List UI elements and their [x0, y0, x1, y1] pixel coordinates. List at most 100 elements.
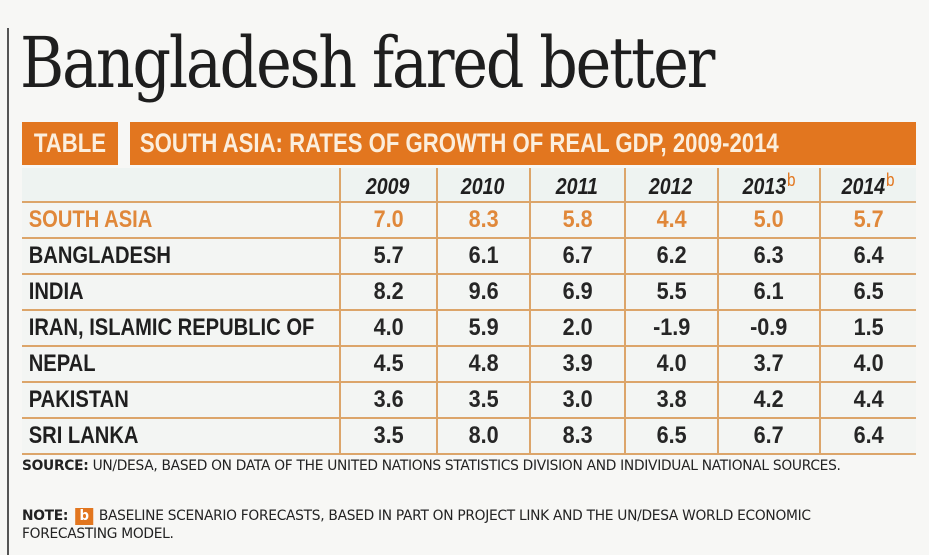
table-row: IRAN, ISLAMIC REPUBLIC OF 4.0 5.9 2.0 -1.9 -0… — [22, 310, 916, 347]
growth-value-cell: 4.0 — [819, 346, 916, 383]
country-cell: SRI LANKA — [22, 418, 340, 455]
year-label: 2009 — [366, 172, 410, 199]
growth-value: 4.0 — [853, 350, 884, 377]
country-cell: SOUTH ASIA — [22, 202, 340, 239]
growth-value-cell: 6.7 — [529, 238, 625, 275]
table-row: SRI LANKA 3.5 8.0 8.3 6.5 6.7 6.4 — [22, 418, 916, 455]
country-cell: INDIA — [22, 274, 340, 311]
year-label: 2010 — [461, 172, 505, 199]
growth-value-cell: 6.1 — [436, 238, 530, 275]
growth-value: -0.9 — [750, 314, 788, 341]
footnote: NOTE: b BASELINE SCENARIO FORECASTS, BASE… — [22, 507, 902, 543]
growth-value-cell: 1.5 — [819, 310, 916, 347]
growth-value: 3.5 — [468, 386, 499, 413]
growth-value-cell: 6.5 — [819, 274, 916, 311]
growth-value-cell: 4.4 — [819, 382, 916, 419]
country-name: SOUTH ASIA — [28, 206, 153, 233]
country-name: IRAN, ISLAMIC REPUBLIC OF — [28, 314, 315, 341]
growth-value: 6.1 — [753, 278, 785, 305]
table-title-box: SOUTH ASIA: RATES OF GROWTH OF REAL GDP,… — [130, 122, 916, 165]
country-name: BANGLADESH — [28, 242, 171, 269]
country-name: SRI LANKA — [28, 422, 139, 449]
growth-value: 5.9 — [468, 314, 499, 341]
growth-value-cell: 6.9 — [529, 274, 625, 311]
growth-value-cell: 4.0 — [339, 310, 437, 347]
growth-value: 5.8 — [562, 206, 593, 233]
growth-value-cell: -0.9 — [717, 310, 820, 347]
growth-value: 6.1 — [468, 242, 499, 269]
growth-value: 3.7 — [753, 350, 785, 377]
header-row: 2009 2010 2011 2012 2013b 2014b — [22, 168, 916, 203]
year-header: 2013b — [717, 168, 820, 203]
growth-value: 3.0 — [562, 386, 593, 413]
growth-value: 6.4 — [853, 422, 884, 449]
growth-value-cell: 4.4 — [624, 202, 718, 239]
year-header: 2012 — [624, 168, 718, 203]
growth-value-cell: 6.2 — [624, 238, 718, 275]
country-name: PAKISTAN — [28, 386, 129, 413]
country-cell: BANGLADESH — [22, 238, 340, 275]
growth-value-cell: 8.2 — [339, 274, 437, 311]
growth-value-cell: 7.0 — [339, 202, 437, 239]
growth-value: 5.0 — [753, 206, 785, 233]
left-margin-rule — [7, 28, 9, 555]
growth-value: 2.0 — [562, 314, 593, 341]
growth-value: 8.3 — [468, 206, 499, 233]
growth-value: 4.0 — [373, 314, 404, 341]
growth-value-cell: 6.4 — [819, 418, 916, 455]
growth-value: 3.6 — [373, 386, 404, 413]
growth-value-cell: 6.1 — [717, 274, 820, 311]
country-cell: NEPAL — [22, 346, 340, 383]
growth-value: 8.2 — [373, 278, 404, 305]
country-name: INDIA — [28, 278, 84, 305]
growth-value-cell: 4.8 — [436, 346, 530, 383]
growth-value: -1.9 — [652, 314, 691, 341]
growth-value-cell: 8.3 — [436, 202, 530, 239]
growth-value: 6.7 — [753, 422, 785, 449]
growth-value-cell: -1.9 — [624, 310, 718, 347]
growth-value-cell: 6.5 — [624, 418, 718, 455]
growth-value-cell: 4.0 — [624, 346, 718, 383]
growth-value: 7.0 — [373, 206, 404, 233]
growth-value-cell: 5.9 — [436, 310, 530, 347]
year-label: 2012 — [649, 172, 693, 199]
growth-value-cell: 3.9 — [529, 346, 625, 383]
growth-value: 4.4 — [656, 206, 687, 233]
growth-value-cell: 8.3 — [529, 418, 625, 455]
growth-value: 4.0 — [656, 350, 687, 377]
growth-value: 3.5 — [373, 422, 404, 449]
growth-value: 9.6 — [468, 278, 499, 305]
growth-value-cell: 6.3 — [717, 238, 820, 275]
note-text: BASELINE SCENARIO FORECASTS, BASED IN PA… — [22, 508, 811, 542]
growth-value-cell: 4.2 — [717, 382, 820, 419]
growth-value-cell: 6.4 — [819, 238, 916, 275]
growth-value-cell: 3.0 — [529, 382, 625, 419]
note-label: NOTE: — [22, 508, 69, 524]
growth-value-cell: 3.6 — [339, 382, 437, 419]
table-label-box: TABLE — [22, 122, 118, 165]
growth-value: 6.3 — [753, 242, 785, 269]
growth-value: 1.5 — [853, 314, 884, 341]
growth-value-cell: 4.5 — [339, 346, 437, 383]
table-row: INDIA 8.2 9.6 6.9 5.5 6.1 6.5 — [22, 274, 916, 311]
source-text: UN/DESA, BASED ON DATA OF THE UNITED NAT… — [88, 458, 841, 474]
growth-value-cell: 5.7 — [339, 238, 437, 275]
growth-value-cell: 5.5 — [624, 274, 718, 311]
year-header: 2011 — [529, 168, 625, 203]
table-row: PAKISTAN 3.6 3.5 3.0 3.8 4.2 4.4 — [22, 382, 916, 419]
growth-value: 6.7 — [562, 242, 593, 269]
growth-value-cell: 3.5 — [339, 418, 437, 455]
footnote-marker: b — [786, 169, 796, 190]
table-row: NEPAL 4.5 4.8 3.9 4.0 3.7 4.0 — [22, 346, 916, 383]
note-badge: b — [75, 508, 94, 525]
year-header: 2009 — [339, 168, 437, 203]
growth-value-cell: 6.7 — [717, 418, 820, 455]
table-row: SOUTH ASIA 7.0 8.3 5.8 4.4 5.0 5.7 — [22, 202, 916, 239]
year-label: 2013 — [742, 172, 787, 199]
gdp-growth-table: 2009 2010 2011 2012 2013b 2014b SOUTH AS… — [22, 168, 916, 455]
growth-value: 3.8 — [656, 386, 687, 413]
growth-value-cell: 9.6 — [436, 274, 530, 311]
growth-value-cell: 3.7 — [717, 346, 820, 383]
country-cell: IRAN, ISLAMIC REPUBLIC OF — [22, 310, 340, 347]
growth-value: 6.9 — [562, 278, 593, 305]
